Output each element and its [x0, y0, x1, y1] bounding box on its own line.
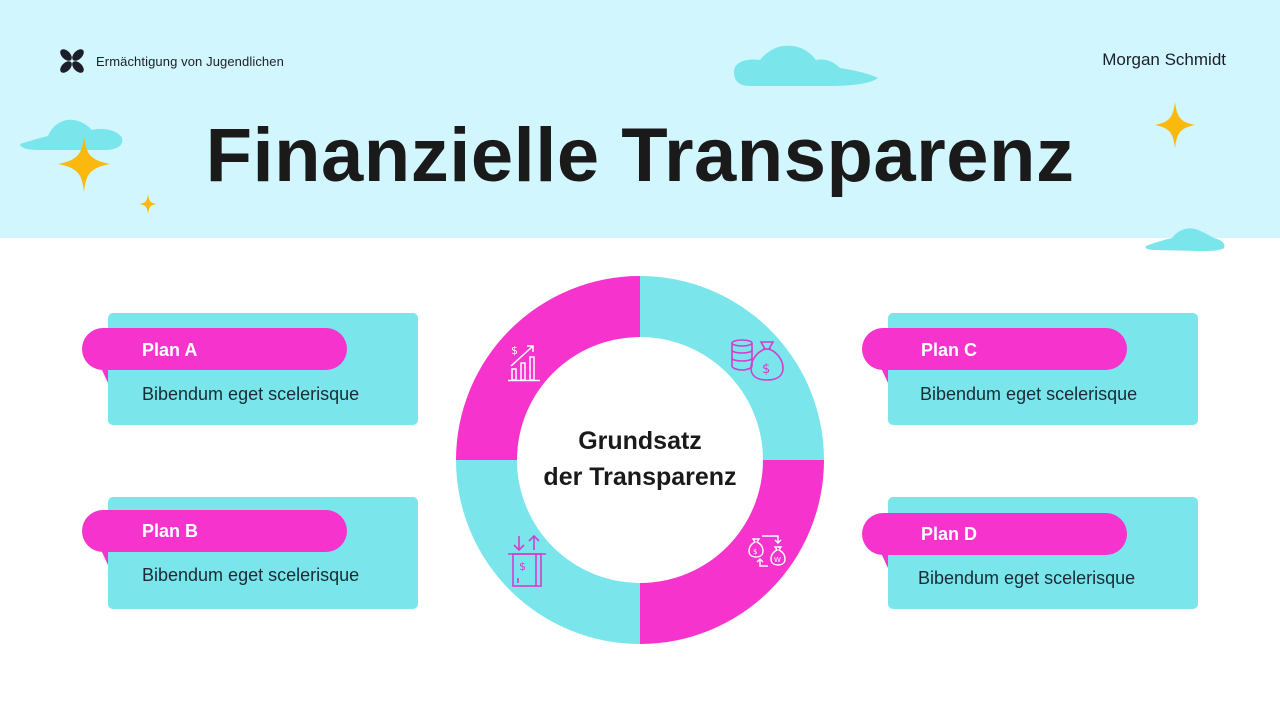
brand: Ermächtigung von Jugendlichen	[58, 47, 284, 75]
card-tab	[862, 513, 1127, 555]
plan-label: Plan D	[921, 524, 978, 544]
flower-logo-icon	[60, 49, 84, 73]
author-name: Morgan Schmidt	[1102, 50, 1226, 69]
plan-card-c: Plan C Bibendum eget scelerisque	[862, 313, 1198, 425]
card-tab	[862, 328, 1127, 370]
header-band	[0, 0, 1280, 238]
cloud-icon	[734, 45, 878, 86]
center-label-line2: der Transparenz	[543, 463, 737, 491]
cloud-icon	[1145, 228, 1225, 251]
sparkle-star-icon	[58, 136, 110, 192]
cloud-icon	[20, 119, 123, 150]
svg-text:$: $	[519, 560, 526, 573]
plan-description: Bibendum eget scelerisque	[142, 565, 360, 585]
plan-card-b: Plan B Bibendum eget scelerisque	[82, 497, 418, 609]
transparency-donut-diagram	[456, 276, 824, 644]
card-tab	[82, 510, 347, 552]
plan-card-d: Plan D Bibendum eget scelerisque	[862, 497, 1198, 609]
plan-label: Plan B	[142, 521, 199, 541]
currency-exchange-icon: $ W	[748, 535, 786, 567]
plan-label: Plan A	[142, 340, 198, 360]
center-label-line1: Grundsatz	[578, 427, 702, 455]
page-title: Finanzielle Transparenz	[205, 113, 1075, 198]
svg-text:W: W	[774, 556, 781, 564]
donut-center	[517, 337, 763, 583]
plan-description: Bibendum eget scelerisque	[920, 384, 1138, 404]
plan-card-a: Plan A Bibendum eget scelerisque	[82, 313, 418, 425]
plan-description: Bibendum eget scelerisque	[142, 384, 360, 404]
dollar-growth-chart-icon: $	[508, 344, 540, 382]
svg-text:$: $	[762, 362, 770, 377]
plan-description: Bibendum eget scelerisque	[918, 568, 1136, 588]
sparkle-star-icon	[139, 194, 157, 214]
svg-text:$: $	[511, 344, 518, 357]
diagram-center-label: Grundsatz der Transparenz	[506, 423, 774, 495]
brand-name: Ermächtigung von Jugendlichen	[96, 53, 284, 69]
sparkle-star-icon	[1155, 102, 1195, 148]
coins-money-bag-icon: $	[731, 339, 784, 381]
svg-text:$: $	[753, 548, 757, 556]
plan-label: Plan C	[921, 340, 978, 360]
deposit-withdraw-box-icon: $	[508, 534, 546, 587]
card-tab	[82, 328, 347, 370]
